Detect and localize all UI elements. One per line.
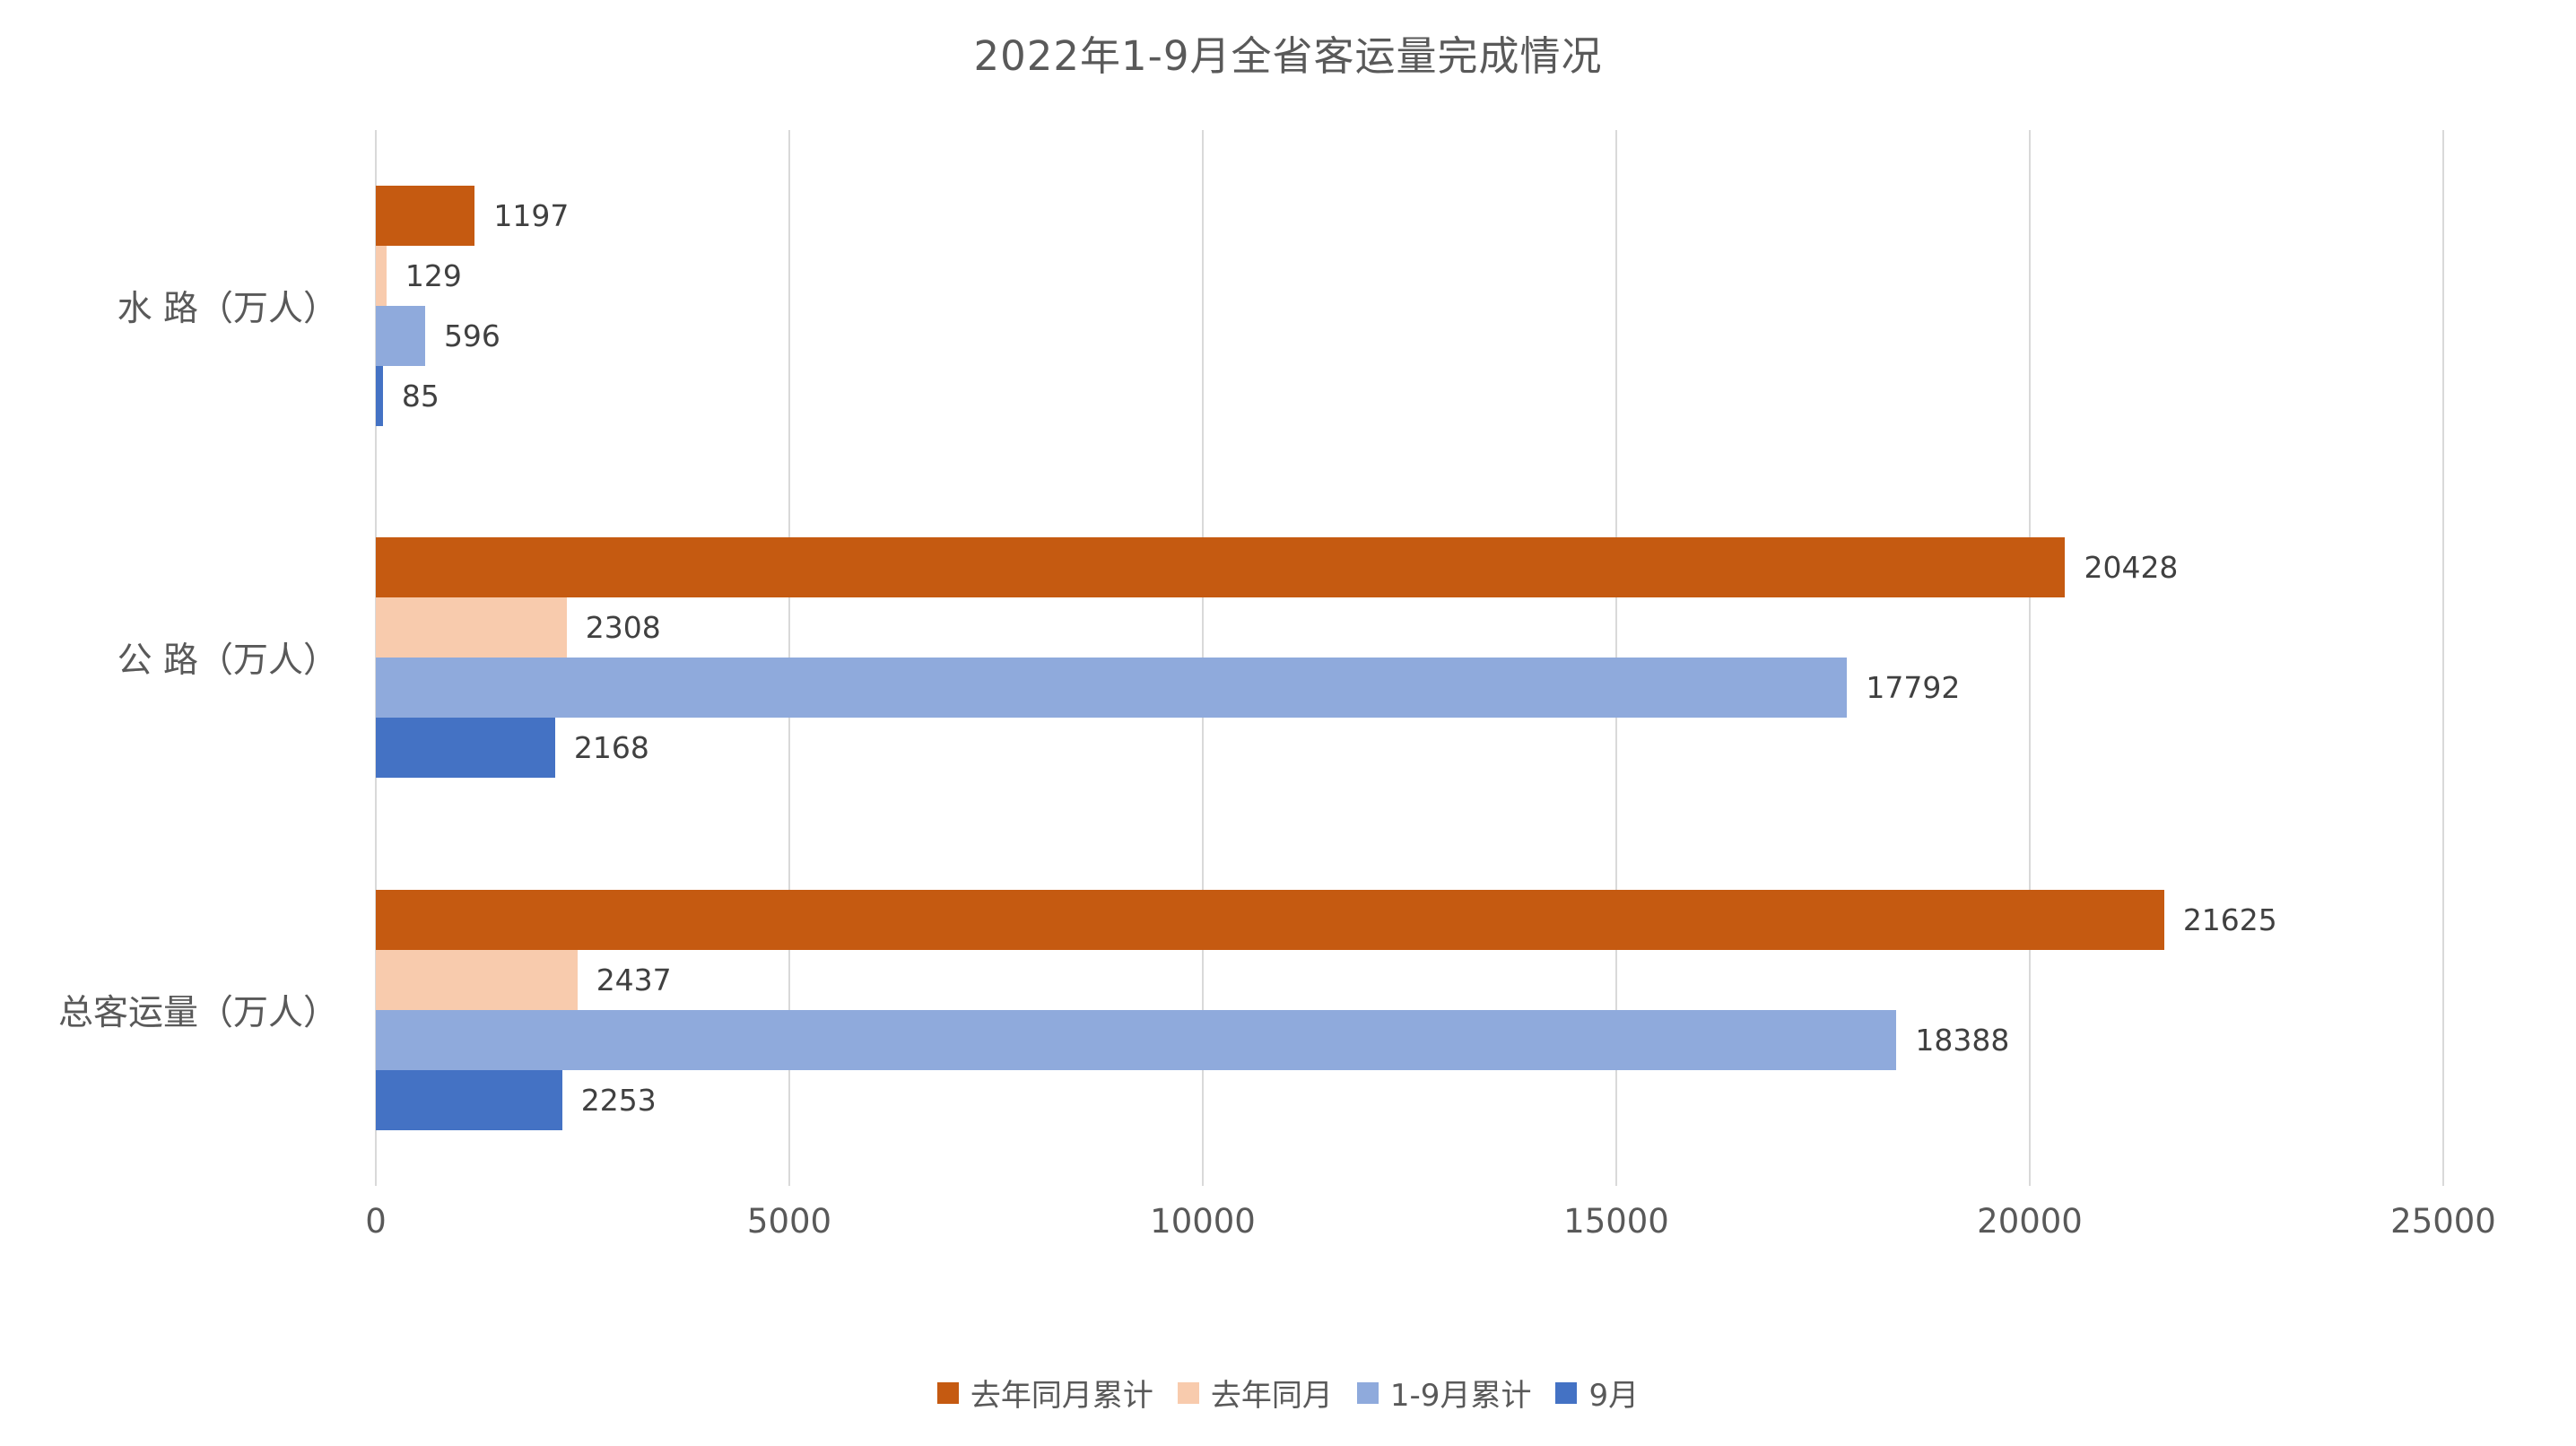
gridline — [2029, 130, 2031, 1186]
bar-row: 2253 — [376, 1069, 2443, 1130]
bar — [376, 597, 567, 658]
legend-swatch — [1555, 1381, 1578, 1404]
bar — [376, 889, 2164, 950]
bar-value-label: 2437 — [596, 962, 672, 997]
category-group: 21625 2437 18388 2253 — [376, 834, 2443, 1186]
legend-swatch — [1177, 1381, 1199, 1404]
bar-value-label: 17792 — [1866, 670, 1961, 706]
legend-label: 1-9月累计 — [1389, 1378, 1532, 1414]
bar-value-label: 2308 — [585, 610, 661, 646]
bar-value-label: 85 — [401, 379, 439, 414]
x-tick-label: 20000 — [1977, 1202, 2083, 1241]
legend-item: 1-9月累计 — [1356, 1371, 1532, 1415]
category-group: 20428 2308 17792 2168 — [376, 482, 2443, 833]
bar-groups: 1197 129 596 85 20428 2308 17792 2168 21625 2437 1… — [376, 130, 2443, 1186]
bar-value-label: 596 — [443, 318, 500, 354]
x-axis: 0 5000 10000 15000 20000 25000 — [365, 1202, 2496, 1247]
x-tick-label: 15000 — [1563, 1202, 1669, 1241]
bar — [376, 246, 387, 307]
bar — [376, 1069, 562, 1130]
legend-item: 9月 — [1555, 1371, 1639, 1415]
bar — [376, 306, 425, 367]
bar-row: 2168 — [376, 718, 2443, 779]
bar — [376, 186, 475, 247]
legend-item: 去年同月 — [1177, 1371, 1333, 1415]
bar-row: 21625 — [376, 889, 2443, 950]
legend-label: 9月 — [1588, 1378, 1640, 1414]
bar-value-label: 18388 — [1915, 1022, 2010, 1058]
legend-label: 去年同月 — [1210, 1378, 1333, 1414]
bar-row: 596 — [376, 306, 2443, 367]
category-label: 总客运量（万人） — [57, 992, 338, 1033]
bar-value-label: 2168 — [573, 730, 649, 766]
legend-item: 去年同月累计 — [936, 1371, 1153, 1415]
bar-row: 1197 — [376, 186, 2443, 247]
bar-row: 20428 — [376, 537, 2443, 598]
chart-title: 2022年1-9月全省客运量完成情况 — [973, 32, 1603, 80]
gridline — [2442, 130, 2444, 1186]
bar-value-label: 129 — [405, 258, 462, 294]
x-tick-label: 25000 — [2390, 1202, 2496, 1241]
bar-value-label: 20428 — [2084, 550, 2179, 586]
bar — [376, 718, 555, 779]
x-tick-label: 10000 — [1150, 1202, 1256, 1241]
bar-row: 18388 — [376, 1009, 2443, 1070]
y-axis-category-labels: 水 路（万人） 公 路（万人） 总客运量（万人） — [0, 130, 338, 1186]
bar-value-label: 1197 — [493, 198, 570, 234]
bar — [376, 949, 578, 1010]
category-label: 水 路（万人） — [117, 289, 338, 330]
bar-row: 17792 — [376, 658, 2443, 719]
plot-area: 1197 129 596 85 20428 2308 17792 2168 21625 2437 1… — [375, 130, 2444, 1186]
legend-label: 去年同月累计 — [970, 1378, 1153, 1414]
bar — [376, 1009, 1897, 1070]
legend-swatch — [1356, 1381, 1379, 1404]
bar — [376, 366, 383, 427]
x-tick-label: 5000 — [746, 1202, 832, 1241]
bar — [376, 658, 1848, 719]
x-tick-label: 0 — [365, 1202, 387, 1241]
category-group: 1197 129 596 85 — [376, 130, 2443, 482]
category-label: 公 路（万人） — [117, 640, 338, 682]
bar — [376, 537, 2066, 598]
legend: 去年同月累计 去年同月 1-9月累计 9月 — [0, 1371, 2576, 1415]
bar-row: 2437 — [376, 949, 2443, 1010]
bar-value-label: 21625 — [2182, 902, 2277, 937]
bar-row: 129 — [376, 246, 2443, 307]
bar-row: 85 — [376, 366, 2443, 427]
bar-value-label: 2253 — [580, 1082, 657, 1118]
legend-swatch — [936, 1381, 959, 1404]
bar-row: 2308 — [376, 597, 2443, 658]
